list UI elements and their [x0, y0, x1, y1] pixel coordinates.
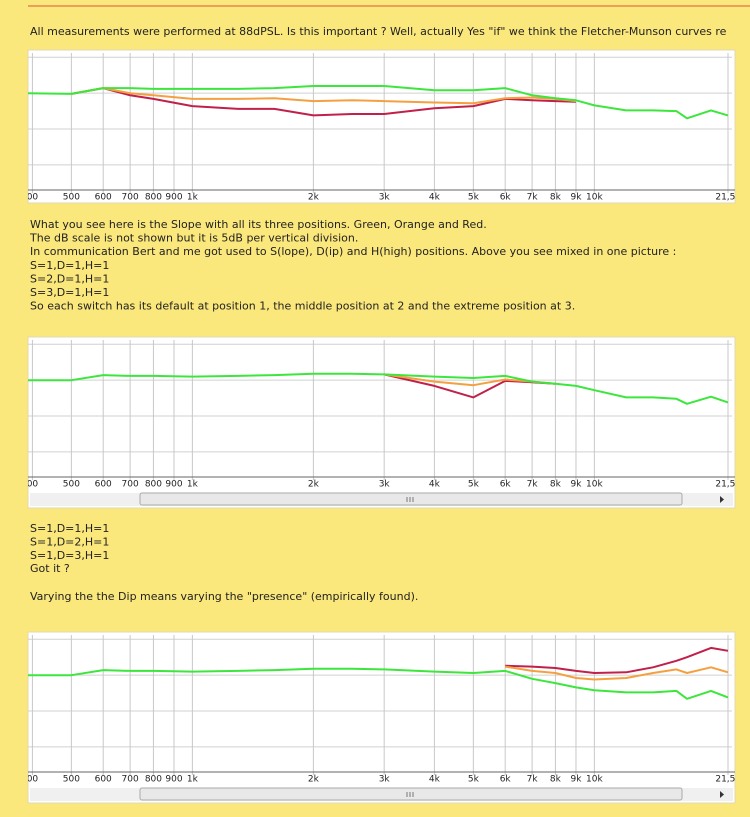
scrollbar-thumb[interactable]: [139, 787, 683, 801]
x-tick-label: 1k: [187, 193, 199, 203]
x-tick-label: 500: [63, 775, 80, 785]
x-tick-label: 6k: [500, 775, 512, 785]
x-tick-label: 3k: [379, 193, 391, 203]
x-tick-label: 21,5k: [715, 775, 741, 785]
text-line: S=1,D=1,H=1: [30, 522, 109, 535]
series-line: [28, 372, 729, 405]
text-line: S=2,D=1,H=1: [30, 272, 109, 285]
x-tick-label: 9k: [570, 193, 582, 203]
x-tick-label: 600: [95, 193, 112, 203]
x-tick-label: 900: [165, 480, 182, 490]
scroll-arrow[interactable]: [720, 791, 724, 798]
scroll-arrow[interactable]: [720, 496, 724, 503]
x-tick-label: 1k: [187, 775, 199, 785]
x-tick-label: 4k: [429, 775, 441, 785]
x-tick-label: 4k: [429, 193, 441, 203]
x-tick-label: 9k: [570, 775, 582, 785]
intro: All measurements were performed at 88dPS…: [30, 25, 727, 38]
x-tick-label: 800: [145, 480, 162, 490]
x-tick-label: 8k: [550, 480, 562, 490]
x-tick-label: 7k: [527, 480, 539, 490]
x-tick-label: 00: [27, 775, 39, 785]
x-tick-label: 6k: [500, 480, 512, 490]
chart-panel: [27, 49, 736, 204]
x-tick-label: 500: [63, 193, 80, 203]
x-tick-label: 2k: [308, 775, 320, 785]
x-tick-label: 800: [145, 775, 162, 785]
chart: 00 500 600 700 800 900 1k 2k 3k 4k 5k 6k 7k 8k 9k 10k 21…: [27, 49, 741, 204]
x-tick-label: 1k: [187, 480, 199, 490]
x-tick-label: 900: [165, 775, 182, 785]
x-tick-label: 10k: [586, 480, 603, 490]
x-tick-label: 5k: [468, 193, 480, 203]
series-line: [28, 85, 729, 120]
x-tick-label: 5k: [468, 480, 480, 490]
text-line: Varying the the Dip means varying the "p…: [30, 590, 418, 603]
text-line: So each switch has its default at positi…: [30, 300, 575, 313]
series-line: [505, 665, 729, 681]
chart-body: 00 500 600 700 800 900 1k 2k 3k 4k 5k 6k 7k 8k 9k 10k 21…: [27, 340, 741, 490]
chart-body: 00 500 600 700 800 900 1k 2k 3k 4k 5k 6k 7k 8k 9k 10k 21…: [27, 635, 741, 785]
text-line: S=1,D=2,H=1: [30, 535, 109, 548]
x-tick-label: 4k: [429, 480, 441, 490]
series-line: [505, 646, 729, 674]
x-tick-label: 600: [95, 775, 112, 785]
x-tick-label: 6k: [500, 193, 512, 203]
x-tick-label: 900: [165, 193, 182, 203]
x-tick-label: 21,5k: [715, 193, 741, 203]
x-tick-label: 700: [122, 775, 139, 785]
x-tick-label: 8k: [550, 193, 562, 203]
chart: 00 500 600 700 800 900 1k 2k 3k 4k 5k 6k 7k 8k 9k 10k 21…: [27, 631, 741, 804]
text-line: Got it ?: [30, 562, 70, 575]
x-tick-label: 10k: [586, 193, 603, 203]
series-line: [28, 667, 729, 700]
x-tick-label: 7k: [527, 775, 539, 785]
chart-panel: [27, 336, 736, 509]
x-tick-label: 21,5k: [715, 480, 741, 490]
series-line: [71, 87, 577, 105]
chart-panel: [27, 631, 736, 804]
x-tick-label: 2k: [308, 193, 320, 203]
text-line: In communication Bert and me got used to…: [30, 245, 676, 258]
series-line: [71, 87, 577, 117]
x-tick-label: 5k: [468, 775, 480, 785]
x-tick-label: 700: [122, 480, 139, 490]
x-tick-label: 2k: [308, 480, 320, 490]
x-tick-label: 3k: [379, 775, 391, 785]
x-tick-label: 3k: [379, 480, 391, 490]
text-line: The dB scale is not shown but it is 5dB …: [29, 232, 358, 245]
text-line: S=1,D=3,H=1: [30, 549, 109, 562]
chart-body: 00 500 600 700 800 900 1k 2k 3k 4k 5k 6k 7k 8k 9k 10k 21…: [27, 53, 741, 203]
scrollbar-thumb[interactable]: [139, 492, 683, 506]
text-line: S=1,D=1,H=1: [30, 259, 109, 272]
x-tick-label: 500: [63, 480, 80, 490]
x-tick-label: 700: [122, 193, 139, 203]
x-tick-label: 00: [27, 193, 39, 203]
text-line: S=3,D=1,H=1: [30, 286, 109, 299]
x-tick-label: 00: [27, 480, 39, 490]
x-tick-label: 7k: [527, 193, 539, 203]
x-tick-label: 8k: [550, 775, 562, 785]
text-line: What you see here is the Slope with all …: [30, 218, 487, 231]
x-tick-label: 9k: [570, 480, 582, 490]
x-tick-label: 800: [145, 193, 162, 203]
x-tick-label: 10k: [586, 775, 603, 785]
chart: 00 500 600 700 800 900 1k 2k 3k 4k 5k 6k 7k 8k 9k 10k 21…: [27, 336, 741, 509]
x-tick-label: 600: [95, 480, 112, 490]
